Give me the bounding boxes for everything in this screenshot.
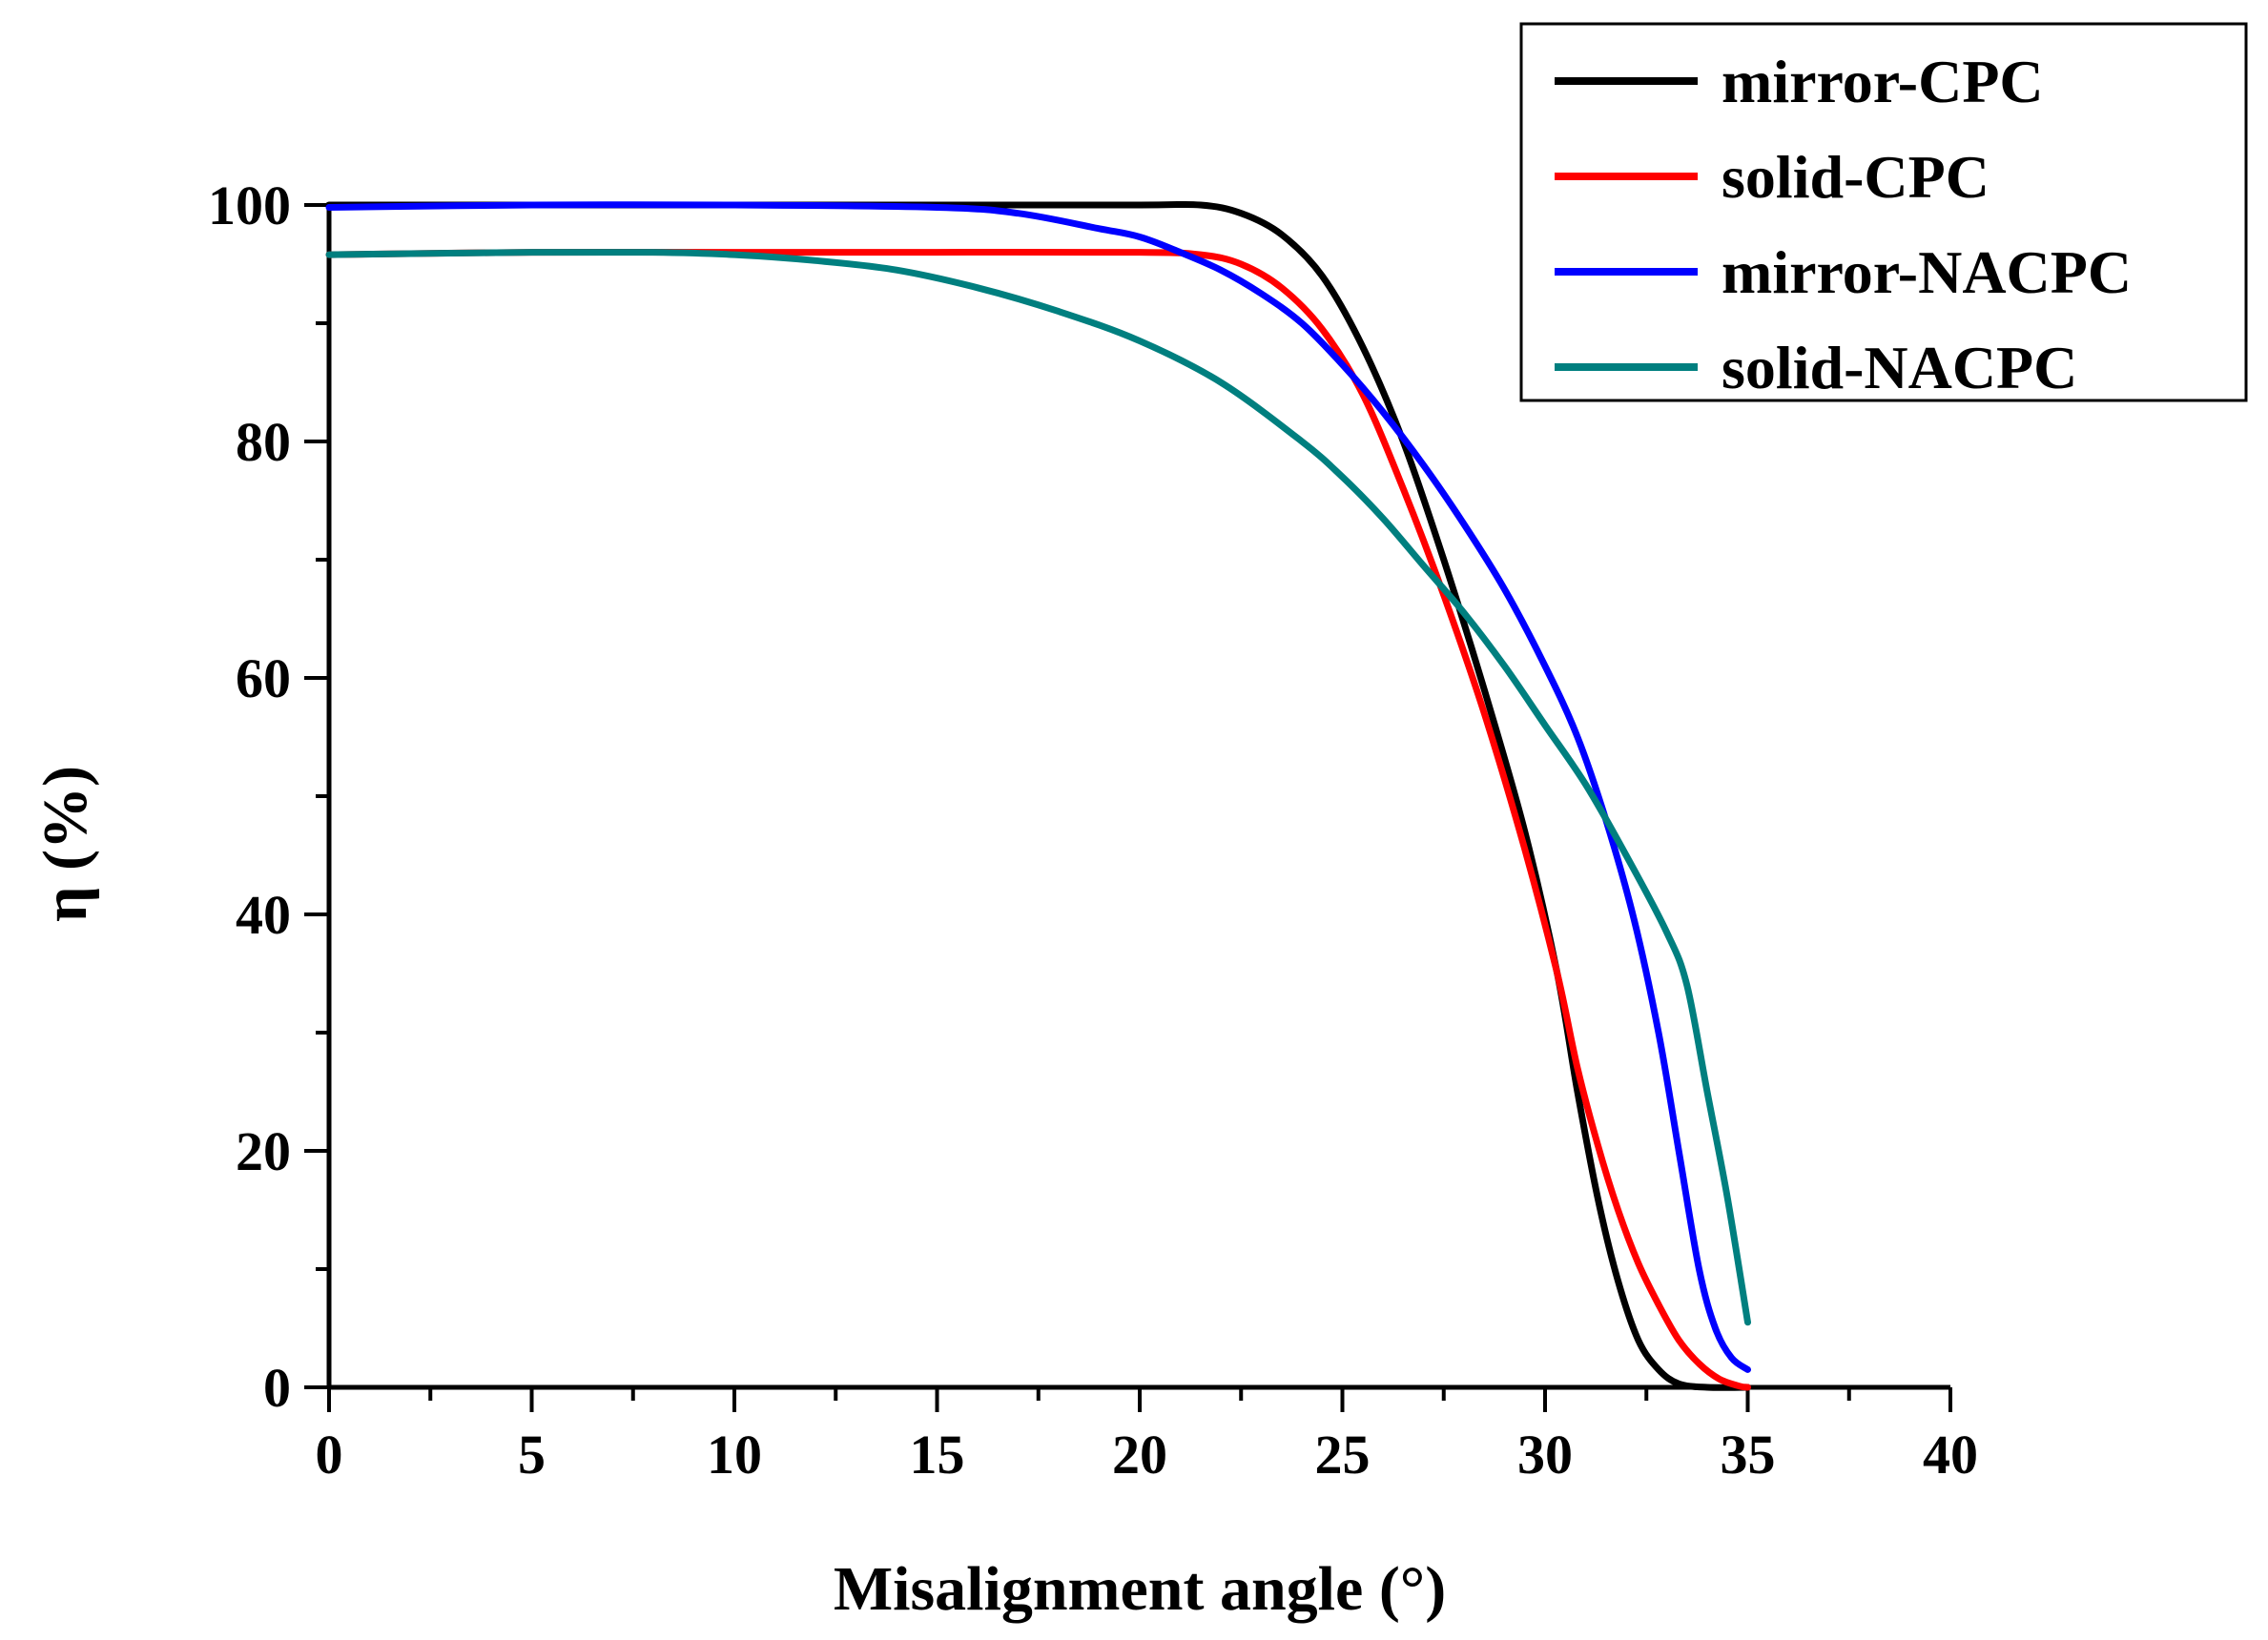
- y-tick-label: 40: [236, 884, 291, 946]
- x-tick-label: 20: [1112, 1424, 1167, 1486]
- series-line-solid-cpc: [325, 248, 1751, 1391]
- y-tick-label: 100: [208, 174, 291, 236]
- y-tick-label: 20: [236, 1120, 291, 1182]
- x-tick-label: 40: [1923, 1424, 1978, 1486]
- legend-label-mirror-nacpc: mirror-NACPC: [1722, 238, 2132, 306]
- y-tick-label: 0: [263, 1357, 291, 1419]
- x-tick-label: 5: [518, 1424, 546, 1486]
- x-tick-label: 0: [316, 1424, 343, 1486]
- axes: 0 5 10 15 20 25 30 35 40 0 20 40 60 80 100: [208, 174, 1978, 1486]
- legend-box: [1519, 22, 2248, 402]
- x-tick-label: 30: [1517, 1424, 1573, 1486]
- series-line-solid-nacpc: [325, 248, 1751, 1326]
- y-tick-label: 80: [236, 411, 291, 473]
- x-tick-label: 35: [1721, 1424, 1776, 1486]
- legend: mirror-CPC solid-CPC mirror-NACPC solid-NAC…: [1519, 22, 2248, 402]
- legend-label-solid-nacpc: solid-NACPC: [1722, 334, 2077, 401]
- x-tick-label: 15: [910, 1424, 965, 1486]
- series-line-mirror-nacpc: [325, 201, 1751, 1373]
- x-tick-label: 25: [1315, 1424, 1371, 1486]
- legend-label-mirror-cpc: mirror-CPC: [1722, 48, 2044, 115]
- y-tick-label: 60: [236, 647, 291, 709]
- legend-label-solid-cpc: solid-CPC: [1722, 143, 1990, 211]
- y-axis-title: η (%): [31, 766, 100, 922]
- series-layer: [325, 200, 1751, 1391]
- x-tick-label: 10: [707, 1424, 762, 1486]
- x-axis-title: Misalignment angle (°): [834, 1554, 1446, 1624]
